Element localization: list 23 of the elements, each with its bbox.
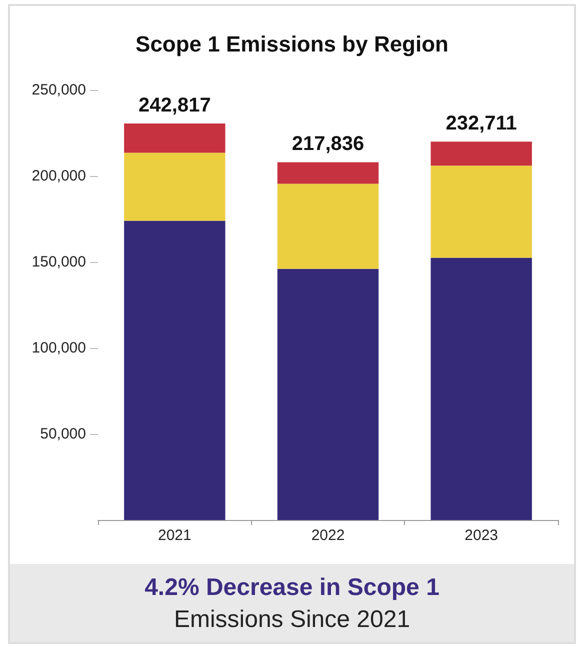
bar [430, 142, 532, 166]
bar [277, 162, 379, 184]
annotation: 232,711 [446, 112, 517, 135]
y-tick-label: 150,000 [32, 254, 86, 270]
annotation: 217,836 [292, 133, 364, 156]
chart-title: Scope 1 Emissions by Region [136, 32, 448, 56]
bar [277, 268, 379, 520]
bar [124, 220, 226, 520]
y-tick-label: 200,000 [32, 168, 86, 184]
text: 4.2% Decrease in Scope 1 [144, 574, 440, 602]
x-tick-label: 2023 [464, 527, 498, 544]
bar [277, 184, 379, 269]
bar [430, 258, 532, 520]
bar [124, 152, 226, 221]
x-tick-label: 2022 [311, 527, 345, 544]
annotation: 242,817 [138, 94, 211, 117]
y-tick-label: 250,000 [32, 82, 86, 98]
y-tick-label: 50,000 [40, 426, 86, 442]
y-tick-label: 100,000 [32, 340, 86, 356]
x-tick-label: 2021 [158, 527, 192, 544]
bar [124, 124, 226, 153]
bar [430, 166, 532, 258]
text: Emissions Since 2021 [172, 606, 412, 634]
